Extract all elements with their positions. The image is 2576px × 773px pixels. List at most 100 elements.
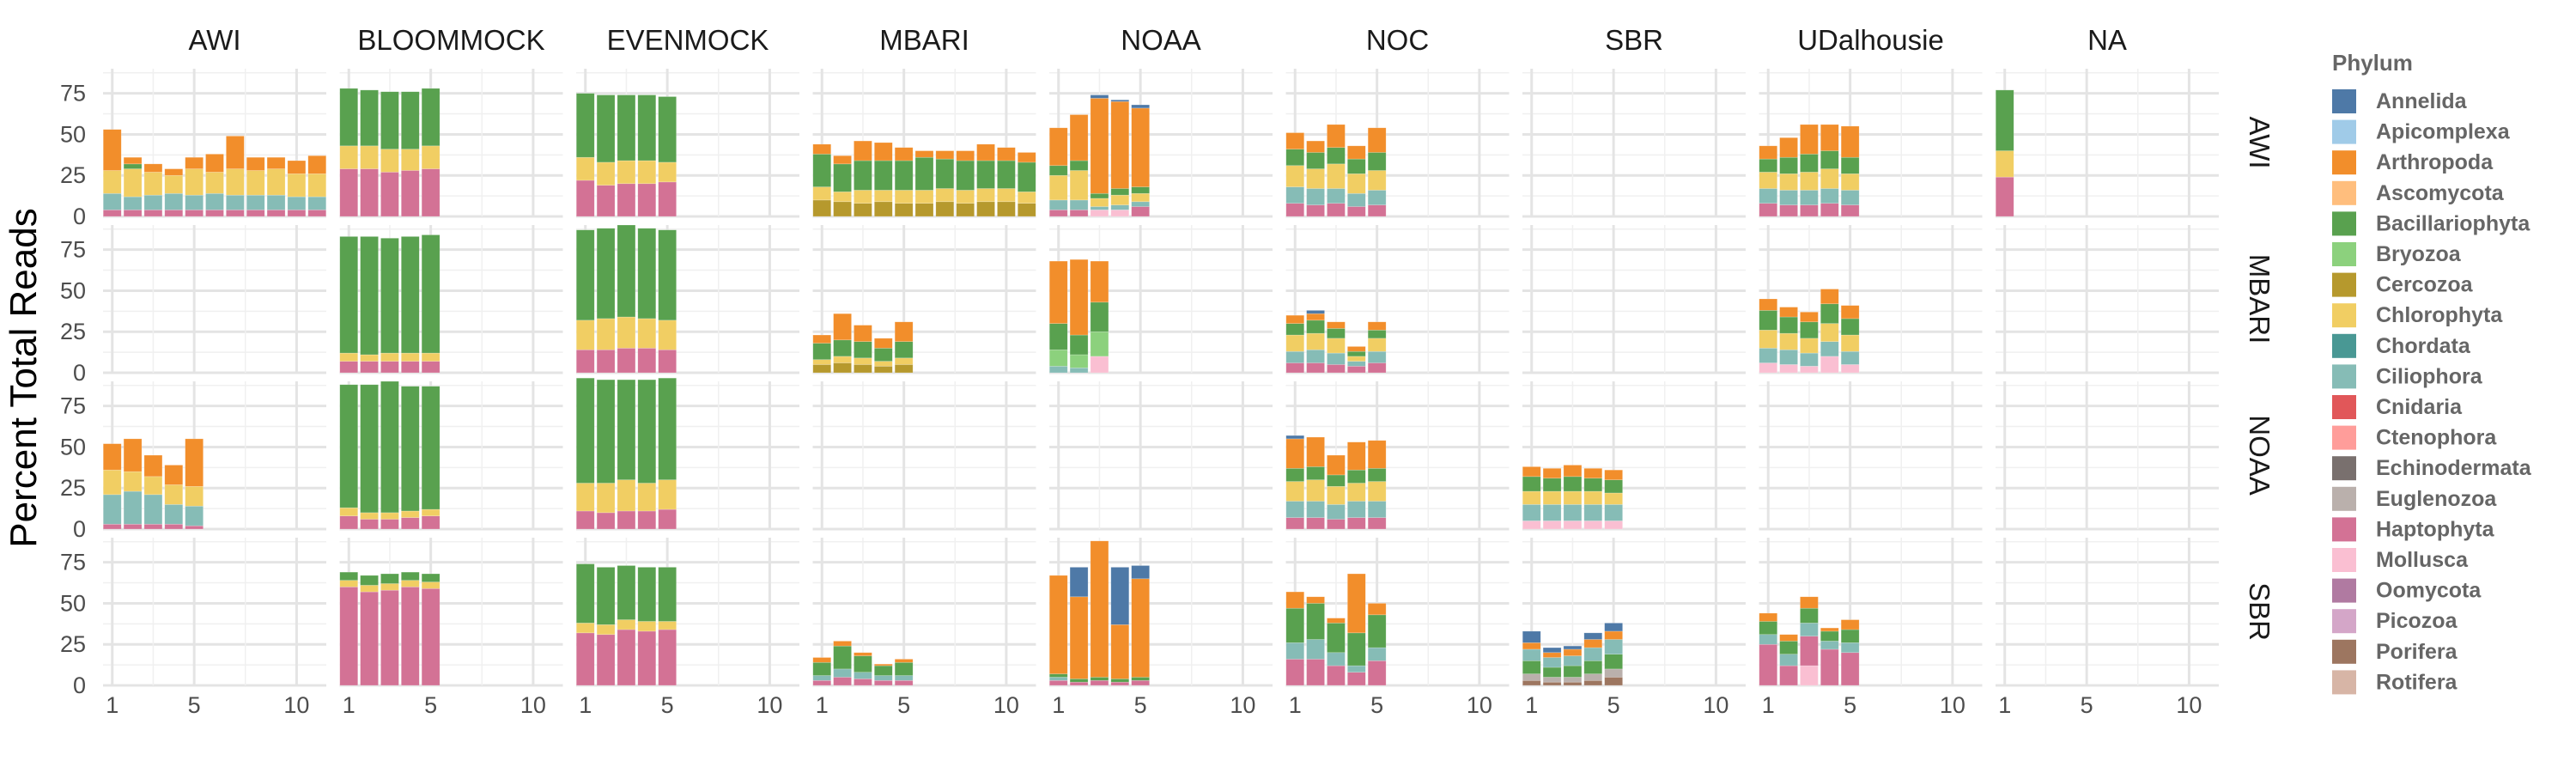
bar-segment-arthropoda bbox=[164, 168, 184, 176]
bar-segment-ciliophora bbox=[102, 192, 122, 210]
bar-segment-cercozoa bbox=[997, 201, 1016, 217]
bar-segment-ciliophora bbox=[246, 194, 265, 210]
y-tick-label: 0 bbox=[73, 516, 86, 542]
facet-column-label: EVENMOCK bbox=[607, 24, 769, 56]
bar-segment-bacillariophyta bbox=[1306, 152, 1325, 169]
bar-segment-ciliophora bbox=[1840, 190, 1860, 205]
bar-segment-ciliophora bbox=[1285, 501, 1305, 518]
bar-segment-arthropoda bbox=[1367, 321, 1387, 331]
bar-segment-ciliophora bbox=[1347, 361, 1366, 367]
bar-segment-haptophyta bbox=[421, 587, 440, 686]
x-tick-label: 10 bbox=[993, 692, 1019, 718]
bar-segment-bacillariophyta bbox=[400, 91, 420, 149]
legend-swatch-mollusca bbox=[2332, 548, 2356, 572]
bar-segment-chlorophyta bbox=[1522, 490, 1541, 505]
bar-segment-chlorophyta bbox=[380, 352, 399, 362]
bar-segment-arthropoda bbox=[1367, 127, 1387, 153]
bar-segment-chlorophyta bbox=[833, 356, 852, 363]
bar-segment-ciliophora bbox=[854, 672, 872, 679]
bar-segment-annelida bbox=[1583, 632, 1603, 640]
bar-segment-chlorophyta bbox=[812, 359, 832, 365]
x-tick-label: 10 bbox=[1230, 692, 1255, 718]
bar-segment-bacillariophyta bbox=[400, 386, 420, 512]
facet-column-label: SBR bbox=[1605, 24, 1663, 56]
bar-segment-bacillariophyta bbox=[1995, 89, 2014, 151]
bar-segment-chlorophyta bbox=[1820, 323, 1839, 342]
legend-label: Rotifera bbox=[2376, 670, 2458, 694]
bar-segment-arthropoda bbox=[226, 136, 245, 169]
bar-segment-arthropoda bbox=[1347, 441, 1366, 471]
bar-segment-arthropoda bbox=[1131, 107, 1150, 187]
bar-segment-bacillariophyta bbox=[1840, 318, 1860, 336]
bar-segment-mollusca bbox=[1090, 210, 1109, 217]
bar-segment-ciliophora bbox=[266, 194, 286, 210]
y-tick-label: 75 bbox=[60, 393, 86, 419]
bar-segment-arthropoda bbox=[997, 147, 1016, 161]
bar-segment-bacillariophyta bbox=[400, 571, 420, 581]
bar-segment-arthropoda bbox=[287, 160, 307, 174]
bar-segment-bacillariophyta bbox=[400, 236, 420, 354]
bar-segment-arthropoda bbox=[1347, 573, 1366, 634]
panel-grid-SBR-NOC bbox=[1285, 538, 1510, 687]
bar-segment-haptophyta bbox=[1779, 204, 1798, 217]
bar-segment-haptophyta bbox=[1306, 517, 1325, 530]
bar-segment-ciliophora bbox=[1367, 350, 1387, 363]
bar-segment-ciliophora bbox=[307, 196, 327, 210]
x-tick-label: 1 bbox=[579, 692, 592, 718]
panel-grid-NOAA-MBARI bbox=[812, 381, 1036, 531]
x-tick-label: 5 bbox=[1134, 692, 1147, 718]
bar-segment-bacillariophyta bbox=[575, 563, 595, 624]
bar-segment-bacillariophyta bbox=[360, 384, 379, 514]
bar-segment-bacillariophyta bbox=[833, 339, 852, 357]
bar-segment-bacillariophyta bbox=[421, 386, 440, 510]
bar-segment-chlorophyta bbox=[102, 469, 122, 496]
bar-segment-chlorophyta bbox=[360, 512, 379, 520]
bar-segment-bacillariophyta bbox=[1604, 654, 1623, 670]
bar-segment-chlorophyta bbox=[1327, 163, 1346, 189]
bar-segment-mollusca bbox=[1840, 364, 1860, 374]
bar-segment-arthropoda bbox=[1840, 305, 1860, 320]
bar-segment-haptophyta bbox=[658, 181, 677, 217]
bar-segment-cercozoa bbox=[833, 362, 852, 374]
bar-segment-arthropoda bbox=[1327, 321, 1346, 329]
bar-segment-chlorophyta bbox=[1347, 483, 1366, 502]
bar-segment-arthropoda bbox=[1069, 596, 1089, 679]
bar-segment-ciliophora bbox=[1759, 188, 1778, 204]
bar-segment-ciliophora bbox=[164, 504, 184, 525]
bar-segment-chlorophyta bbox=[400, 149, 420, 171]
bar-segment-bacillariophyta bbox=[1090, 192, 1109, 199]
bar-segment-haptophyta bbox=[266, 210, 286, 217]
bar-segment-haptophyta bbox=[873, 679, 893, 686]
bar-segment-bacillariophyta bbox=[1131, 186, 1150, 194]
bar-segment-bacillariophyta bbox=[1347, 632, 1366, 666]
legend-swatch-euglenozoa bbox=[2332, 486, 2356, 511]
bar-segment-ciliophora bbox=[812, 675, 832, 681]
bar-segment-arthropoda bbox=[1840, 125, 1860, 158]
bar-segment-haptophyta bbox=[123, 523, 143, 530]
bar-segment-haptophyta bbox=[1327, 203, 1346, 217]
bar-segment-ciliophora bbox=[1327, 652, 1346, 666]
y-tick-label: 75 bbox=[60, 81, 86, 107]
bar-segment-cercozoa bbox=[854, 203, 872, 217]
legend-swatch-cercozoa bbox=[2332, 272, 2356, 297]
bar-segment-arthropoda bbox=[914, 150, 934, 158]
legend-label: Oomycota bbox=[2376, 579, 2482, 603]
bar-segment-chlorophyta bbox=[1604, 492, 1623, 505]
bar-segment-ciliophora bbox=[1779, 190, 1798, 205]
bar-segment-haptophyta bbox=[1090, 679, 1109, 686]
legend-label: Cercozoa bbox=[2376, 273, 2474, 297]
bar-segment-chlorophyta bbox=[1285, 334, 1305, 352]
bar-segment-ciliophora bbox=[1327, 504, 1346, 520]
bar-segment-chlorophyta bbox=[1347, 356, 1366, 362]
bar-segment-arthropoda bbox=[976, 143, 995, 161]
bar-segment-bacillariophyta bbox=[596, 379, 616, 484]
bar-segment-cercozoa bbox=[894, 203, 914, 217]
bar-segment-haptophyta bbox=[400, 517, 420, 530]
bar-segment-haptophyta bbox=[400, 170, 420, 217]
bar-segment-euglenozoa bbox=[1604, 668, 1623, 678]
bar-segment-haptophyta bbox=[1840, 204, 1860, 217]
bar-segment-haptophyta bbox=[575, 510, 595, 530]
bar-segment-arthropoda bbox=[1306, 140, 1325, 153]
bar-segment-arthropoda bbox=[266, 156, 286, 169]
bar-segment-bacillariophyta bbox=[1306, 320, 1325, 334]
